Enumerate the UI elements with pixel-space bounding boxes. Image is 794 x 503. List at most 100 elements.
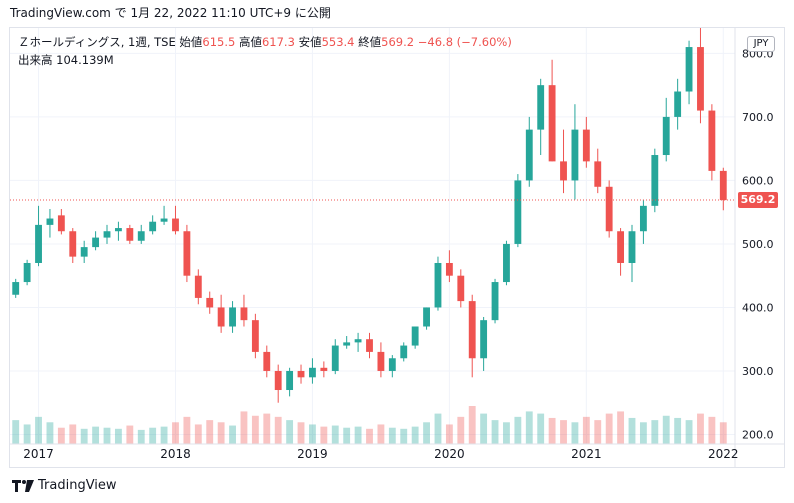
volume-bar [354,426,362,444]
candle-body [628,231,636,263]
volume-bar [80,428,88,444]
open-value: 615.5 [202,35,236,49]
candle-body [560,161,567,181]
volume-bar [457,416,465,444]
candle-body [251,320,259,352]
y-tick-label: 300.0 [742,365,774,378]
volume-bar [274,416,282,444]
candle-body [229,307,236,327]
candle-body [297,370,305,378]
candle-body [92,237,100,248]
candle-body [23,262,31,283]
candle-body [160,218,168,222]
volume-bar [423,422,430,444]
volume-bar [149,427,157,444]
candle-body [35,224,42,263]
x-tick-label: 2018 [160,447,191,461]
volume-bar [445,424,453,444]
candle-body [525,129,533,181]
volume-bar [594,420,602,444]
volume-bar [217,422,225,444]
chart-frame[interactable] [9,27,785,468]
candle-body [80,247,88,257]
x-tick-label: 2017 [23,447,54,461]
candle-body [12,282,20,295]
candle-body [617,231,625,263]
volume-bar [35,416,42,444]
candle-body [491,282,499,321]
volume-bar [229,425,236,444]
candle-body [548,85,556,162]
candle-body [388,358,396,371]
volume-bar [377,424,385,444]
volume-bar [114,428,122,444]
candle-body [719,170,727,201]
y-tick-label: 700.0 [742,111,774,124]
candle-body [194,275,202,298]
volume-legend: 出来高 104.139M [18,52,114,68]
publish-header: TradingView.com で 1月 22, 2022 11:10 UTC+… [10,6,331,20]
footer-brand[interactable]: TradingView [12,478,117,493]
volume-bar [571,422,579,444]
candle-body [366,339,373,352]
volume-bar [491,420,499,444]
volume-bars [12,406,727,444]
high-label: 高値 [238,35,262,49]
volume-bar [525,411,533,444]
y-tick-label: 200.0 [742,428,774,441]
low-value: 553.4 [321,35,355,49]
volume-bar [537,413,545,444]
volume-bar [286,420,294,444]
candle-body [354,339,362,343]
volume-label: 出来高 [18,53,53,67]
volume-bar [651,420,659,444]
volume-bar [126,425,134,444]
volume-bar [263,413,271,444]
volume-bar [468,406,476,444]
volume-bar [605,413,613,444]
candle-body [400,345,408,359]
volume-bar [194,424,202,444]
candle-body [651,155,659,206]
volume-bar [172,422,179,444]
volume-bar [366,428,373,444]
y-tick-label: 500.0 [742,238,774,251]
tradingview-logo-icon [12,479,34,492]
candle-body [503,243,510,283]
candle-body [457,275,465,302]
volume-bar [251,415,259,444]
candle-body [149,221,157,232]
volume-bar [23,424,31,444]
candle-body [480,320,488,359]
volume-bar [160,426,168,444]
volume-bar [388,427,396,444]
candle-body [434,262,442,308]
candle-body [126,228,134,241]
volume-bar [46,422,54,444]
candle-body [571,129,579,181]
candle-body [57,215,65,232]
candle-body [605,186,613,232]
open-label: 始値 [179,35,203,49]
high-value: 617.3 [261,35,295,49]
candle-body [263,351,271,371]
candle-body [685,47,693,92]
volume-bar [343,427,351,444]
volume-bar [240,411,248,444]
candle-body [582,129,590,162]
y-tick-label: 600.0 [742,174,774,187]
last-price-tag: 569.2 [738,191,778,208]
candles [12,28,727,403]
close-value: 569.2 [381,35,415,49]
candle-body [46,218,54,225]
volume-bar [434,413,442,444]
time-axis: 2017 2018 2019 2020 2021 2022 [23,447,738,461]
volume-bar [639,422,647,444]
candle-body [537,85,545,130]
volume-bar [628,417,636,444]
candle-body [468,301,476,359]
candle-body [343,342,351,346]
currency-badge[interactable]: JPY [747,36,775,52]
